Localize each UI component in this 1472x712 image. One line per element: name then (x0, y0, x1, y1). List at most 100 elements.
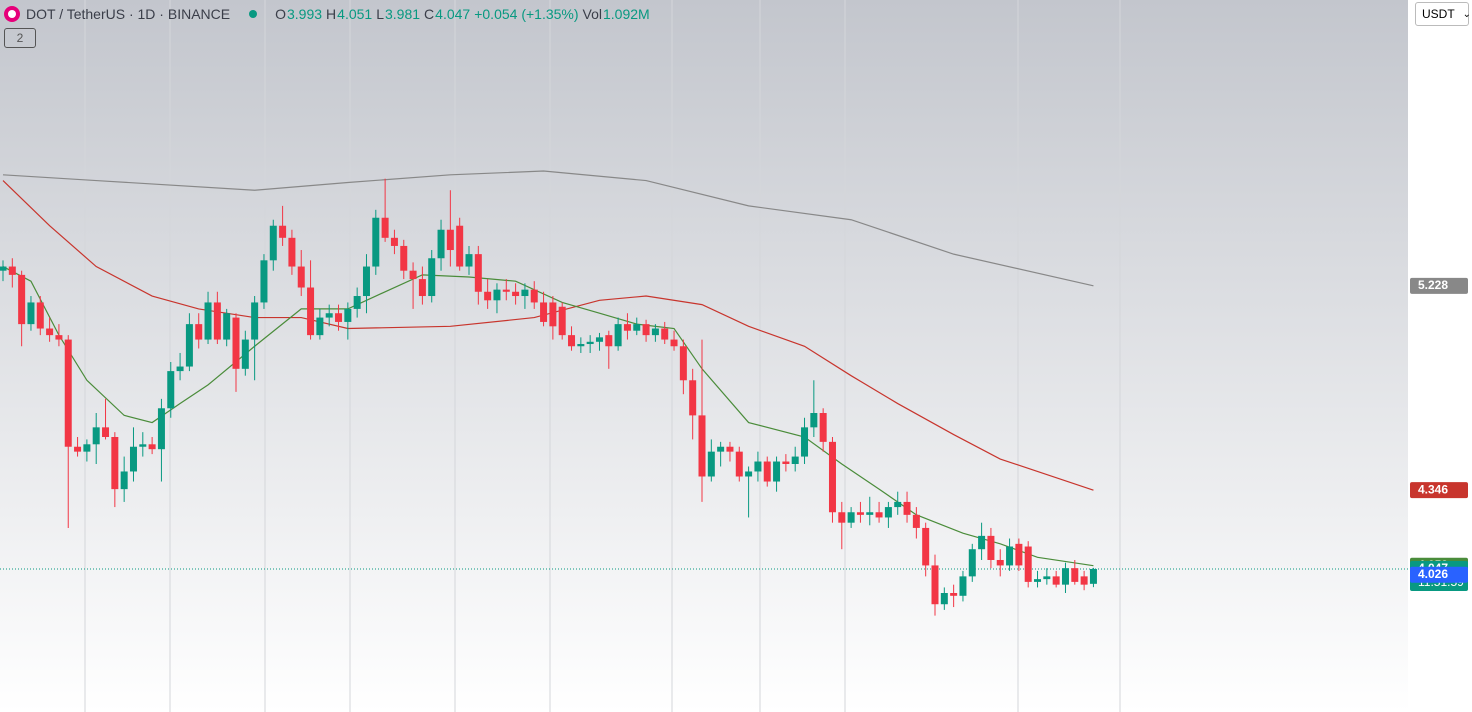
candle-body (828, 441, 836, 513)
candle-body (568, 335, 576, 347)
candle-body (120, 471, 128, 490)
candle-body (847, 512, 855, 523)
currency-select[interactable]: USDT ⌄ (1415, 2, 1472, 26)
candle-body (987, 535, 995, 560)
candle-body (884, 507, 892, 518)
legend: DOT / TetherUS · 1D · BINANCE O 3.993 H 4.… (0, 0, 654, 27)
candle-body (978, 535, 986, 550)
candle-body (418, 279, 426, 297)
candle-body (213, 302, 221, 340)
candle-body (791, 456, 799, 464)
candle-body (707, 451, 715, 477)
candle-body (810, 413, 818, 428)
candle-body (1061, 568, 1069, 585)
price-badge-label: 4.026 (1418, 567, 1448, 581)
candle-body (651, 328, 659, 336)
candle-body (754, 461, 762, 472)
candle-body (83, 444, 91, 452)
candle-body (1024, 546, 1032, 582)
candle-body (27, 302, 35, 325)
candle-body (353, 296, 361, 309)
candle-body (782, 461, 790, 464)
candle-body (959, 576, 967, 596)
candle-body (586, 341, 594, 345)
candle-body (36, 302, 44, 329)
candle-body (1052, 576, 1060, 585)
candle-body (260, 260, 268, 303)
candle-body (437, 229, 445, 259)
candle-body (232, 317, 240, 369)
symbol-icon (4, 5, 20, 22)
candle-body (931, 565, 939, 605)
candle-body (1043, 576, 1051, 580)
candle-body (55, 335, 63, 340)
candle-body (279, 225, 287, 238)
candle-body (950, 593, 958, 596)
candle-body (269, 225, 277, 261)
candle-body (819, 413, 827, 442)
candle-body (167, 371, 175, 409)
candle-body (400, 245, 408, 271)
candle-body (185, 324, 193, 367)
candle-body (474, 254, 482, 292)
open: 3.993 (286, 5, 323, 22)
line-group (0, 170, 1408, 570)
candle-body (856, 512, 864, 515)
candle-body (1034, 579, 1042, 582)
candle-body (512, 291, 520, 297)
candle-body (912, 514, 920, 528)
h-label: H (326, 5, 337, 22)
candle-body (866, 512, 874, 515)
candle-body (801, 427, 809, 457)
candle-body (195, 324, 203, 340)
chevron: ⌄ (1462, 8, 1472, 20)
candle-body (717, 446, 725, 452)
currency: USDT (1422, 7, 1455, 21)
volume: 1.092M (602, 5, 650, 22)
candle-body (241, 339, 249, 369)
candle-body (689, 380, 697, 416)
candle-body (484, 291, 492, 301)
candle-body (316, 317, 324, 336)
price-badge (1410, 566, 1468, 583)
moving-average (2, 170, 1094, 287)
candle-body (1006, 546, 1014, 566)
status-dot (249, 9, 258, 18)
candle-body (381, 217, 389, 238)
candle-body (288, 237, 296, 267)
candle-body (502, 289, 510, 292)
indicator-toggle[interactable]: 2 (4, 28, 36, 48)
price-badge (1410, 277, 1468, 294)
vol-label: Vol (582, 5, 602, 22)
plot-background (0, 0, 1408, 712)
candle-body (698, 415, 706, 477)
o-label: O (275, 5, 286, 22)
candle-body (456, 225, 464, 267)
candle-body (129, 446, 137, 472)
candle-body (74, 446, 82, 452)
candle-body (390, 237, 398, 246)
candle-body (102, 427, 110, 437)
candle-body (605, 335, 613, 347)
candle-body (614, 324, 622, 347)
candle-body (540, 302, 548, 322)
l-label: L (376, 5, 384, 22)
candle-body (157, 408, 165, 450)
candle-body (735, 451, 743, 477)
moving-average (2, 180, 1094, 491)
symbol: DOT / TetherUS · 1D · BINANCE (26, 5, 231, 22)
candle-body (325, 313, 333, 318)
candle-body (344, 308, 352, 322)
vertical-grid (84, 0, 1121, 712)
candle-body (92, 427, 100, 445)
candle-body (204, 302, 212, 340)
candle-body (223, 313, 231, 340)
candle-body (745, 471, 753, 477)
candle-body (903, 501, 911, 515)
candle-body (763, 461, 771, 482)
candle-body (148, 444, 156, 450)
candle-body (297, 266, 305, 288)
candle-body (558, 306, 566, 336)
